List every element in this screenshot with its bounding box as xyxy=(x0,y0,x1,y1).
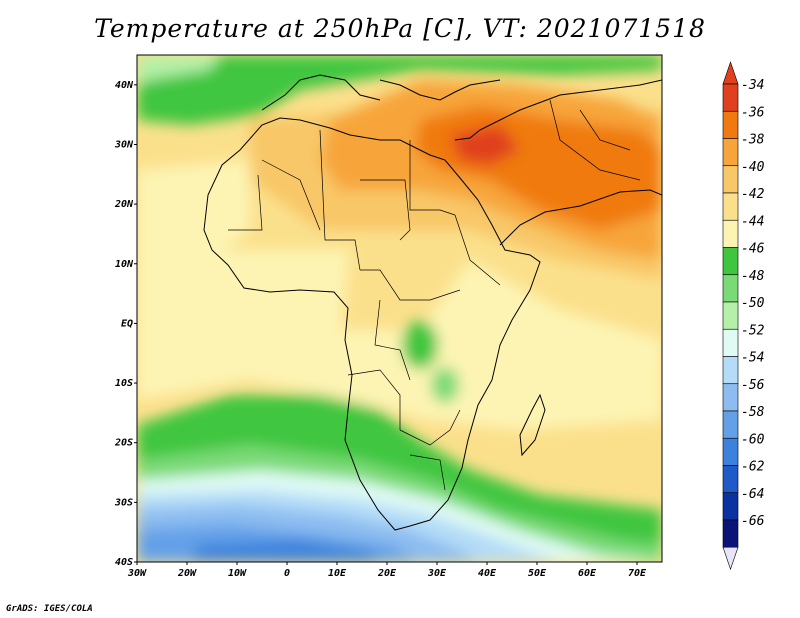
colorbar-swatch xyxy=(722,274,739,303)
lat-tick-label: EQ xyxy=(121,318,133,329)
colorbar-label: -42 xyxy=(741,187,765,202)
lon-tick-label: 10E xyxy=(328,568,347,579)
lon-tick-label: 10W xyxy=(228,568,247,579)
map-frame xyxy=(136,54,663,563)
colorbar-swatch xyxy=(722,519,739,548)
coastlines xyxy=(203,74,662,531)
colorbar-label: -54 xyxy=(741,351,764,366)
lon-tick-label: 40E xyxy=(478,568,497,579)
colorbar-label: -58 xyxy=(741,405,765,420)
colorbar-swatch xyxy=(722,219,739,248)
colorbar-top-cap xyxy=(722,61,739,85)
lon-tick-label: 30W xyxy=(127,568,147,579)
lat-tick-label: 40S xyxy=(115,557,133,568)
lon-tick-label: 30E xyxy=(427,568,447,579)
lon-tick-label: 20E xyxy=(377,568,397,579)
lat-tick-label: 10S xyxy=(115,378,133,389)
colorbar-label: -40 xyxy=(741,160,765,175)
colorbar-label: -56 xyxy=(741,378,765,393)
colorbar-swatch xyxy=(722,437,739,466)
lon-tick-label: 0 xyxy=(284,568,290,579)
colorbar-swatch xyxy=(722,301,739,330)
colorbar-swatch xyxy=(722,383,739,412)
colorbar-swatch xyxy=(722,328,739,357)
colorbar-label: -34 xyxy=(741,78,764,93)
colorbar-swatch xyxy=(722,110,739,139)
colorbar-label: -46 xyxy=(741,242,765,257)
colorbar-label: -50 xyxy=(741,296,765,311)
colorbar-label: -52 xyxy=(741,323,765,338)
colorbar-swatch xyxy=(722,192,739,221)
colorbar-label: -66 xyxy=(741,514,765,529)
colorbar-label: -60 xyxy=(741,432,765,447)
colorbar-label: -64 xyxy=(741,487,764,502)
map-title: Temperature at 250hPa [C], VT: 202107151… xyxy=(94,14,706,43)
colorbar-label: -48 xyxy=(741,269,765,284)
colorbar-bottom-cap xyxy=(722,546,739,571)
colorbar-swatch xyxy=(722,247,739,276)
lat-tick-label: 40N xyxy=(115,80,134,91)
colorbar-swatch xyxy=(722,410,739,439)
country-borders xyxy=(228,99,641,491)
colorbar-swatch xyxy=(722,356,739,385)
lon-tick-label: 20W xyxy=(177,568,197,579)
colorbar-swatch xyxy=(722,83,739,112)
colorbar-swatch xyxy=(722,138,739,167)
colorbar-swatch xyxy=(722,165,739,194)
temperature-field xyxy=(137,55,662,562)
colorbar-label: -62 xyxy=(741,460,765,475)
colorbar-label: -44 xyxy=(741,214,764,229)
colorbar-swatch xyxy=(722,492,739,521)
lon-tick-label: 70E xyxy=(628,568,647,579)
lat-tick-label: 20N xyxy=(114,199,134,210)
colorbar-label: -38 xyxy=(741,133,765,148)
colorbar-swatch xyxy=(722,465,739,494)
grads-credit: GrADS: IGES/COLA xyxy=(6,604,93,614)
colorbar-label: -36 xyxy=(741,105,765,120)
lat-tick-label: 20S xyxy=(114,438,133,449)
lat-tick-label: 10N xyxy=(115,259,134,270)
colorbar: -34 -36 -38 -40 -42 -44 -46 -48 -50 -52 -54 -56 -58 -… xyxy=(722,61,765,571)
lat-tick-label: 30S xyxy=(114,497,133,508)
lon-tick-label: 60E xyxy=(578,568,597,579)
lon-tick-label: 50E xyxy=(528,568,547,579)
lat-tick-label: 30N xyxy=(114,139,134,150)
